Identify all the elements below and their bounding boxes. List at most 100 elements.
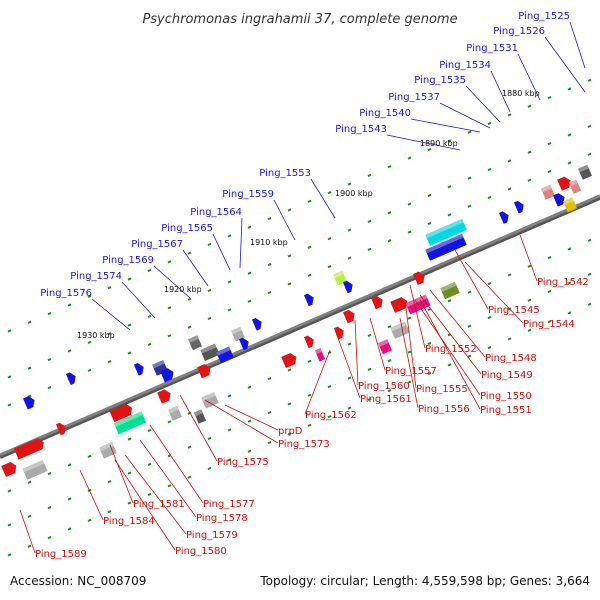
track-dot <box>287 282 292 286</box>
track-dot <box>127 437 132 441</box>
track-dot <box>127 501 132 505</box>
track-dot <box>587 302 592 306</box>
track-dot <box>167 334 172 338</box>
scale-ticks: 1880 kbp 1890 kbp 1900 kbp 1910 kbp 1920 kbp… <box>77 89 540 340</box>
track-dot <box>367 173 372 177</box>
leader-line <box>419 294 482 375</box>
track-dot <box>327 237 332 241</box>
feature-glyph <box>390 297 408 313</box>
track-dot <box>567 87 572 91</box>
track-dot <box>547 142 552 146</box>
leader-line <box>204 399 279 444</box>
feature-glyph <box>238 337 249 351</box>
track-dot <box>287 402 292 406</box>
gene-label: Ping_1555 <box>416 384 468 395</box>
track-dot <box>207 436 212 441</box>
gene-label: Ping_1580 <box>175 546 227 557</box>
tick-label: 1920 kbp <box>164 285 202 294</box>
leader-line <box>224 404 279 431</box>
feature-glyph <box>1 461 17 477</box>
tick-label: 1910 kbp <box>250 238 288 247</box>
track-dot <box>187 325 192 329</box>
feature-glyph <box>425 233 467 261</box>
track-dot <box>207 316 212 321</box>
tick-label: 1930 kbp <box>77 331 115 340</box>
track-dot <box>267 411 272 415</box>
feature-glyph <box>440 281 460 300</box>
track-dot <box>487 121 492 126</box>
track-dot <box>467 354 472 358</box>
gene-labels: Ping_1525 Ping_1526 Ping_1531 Ping_1534 Ping… <box>35 11 589 560</box>
track-dot <box>227 280 232 284</box>
track-dot <box>487 281 492 286</box>
track-dot <box>187 251 192 255</box>
leader-line <box>114 459 176 551</box>
track-dot <box>127 323 132 327</box>
track-dot <box>47 358 52 362</box>
leader-line <box>19 509 36 554</box>
track-dot <box>527 328 532 332</box>
leader-line <box>399 317 419 409</box>
track-dot <box>407 380 412 384</box>
leader-line <box>419 299 481 410</box>
track-dot <box>227 458 232 462</box>
feature-glyph <box>113 411 147 435</box>
leader-line <box>109 444 134 504</box>
track-dot <box>67 527 72 531</box>
track-dot <box>207 466 212 471</box>
track-dot <box>587 78 592 82</box>
track-dot <box>327 191 332 195</box>
feature-glyph <box>413 271 425 286</box>
leader-line <box>273 199 296 241</box>
leader-line <box>429 289 486 358</box>
feature-glyph <box>109 404 133 423</box>
track-dot <box>127 277 132 281</box>
track-dot <box>387 211 392 215</box>
track-dot <box>267 377 272 381</box>
track-dot <box>427 193 432 198</box>
feature-glyph <box>557 176 571 191</box>
track-dot <box>447 363 452 367</box>
accession-label: Accession: NC_008709 <box>10 574 146 588</box>
feature-glyph <box>22 460 48 480</box>
track-dot <box>547 170 552 174</box>
leader-line <box>153 265 191 299</box>
track-dot <box>567 247 572 251</box>
leader-line <box>304 349 331 415</box>
label-leaders <box>19 21 586 554</box>
leader-line <box>465 85 501 123</box>
feature-glyph <box>188 335 202 351</box>
track-dot <box>527 150 532 154</box>
feature-glyph <box>168 405 182 421</box>
track-dot <box>527 178 532 182</box>
gene-label: Ping_1575 <box>217 457 269 468</box>
leader-line <box>121 281 156 319</box>
track-dot <box>247 299 252 303</box>
track-dot <box>207 242 212 247</box>
feature-glyph <box>99 442 117 459</box>
gene-label: Ping_1559 <box>222 189 274 200</box>
track-dot <box>47 472 52 476</box>
track-dot <box>247 449 252 453</box>
leader-line <box>410 118 481 133</box>
track-dot <box>547 256 552 260</box>
feature-glyph <box>541 184 555 200</box>
track-dot <box>167 420 172 424</box>
gene-label: Ping_1560 <box>358 381 410 392</box>
leader-line <box>386 134 461 151</box>
track-dot <box>587 272 592 276</box>
gene-label: Ping_1553 <box>259 168 311 179</box>
gene-label: Ping_1548 <box>485 353 537 364</box>
feature-glyph <box>65 372 76 385</box>
feature-glyph <box>342 280 353 294</box>
track-dot <box>527 298 532 302</box>
leader-line <box>439 102 491 129</box>
track-dot <box>107 286 112 290</box>
gene-label: Ping_1525 <box>518 11 570 22</box>
feature-glyph <box>303 293 314 307</box>
gene-label: Ping_1557 <box>385 366 437 377</box>
track-dot <box>27 366 32 370</box>
track-dot <box>227 308 232 312</box>
gene-label: prpD <box>278 426 303 437</box>
